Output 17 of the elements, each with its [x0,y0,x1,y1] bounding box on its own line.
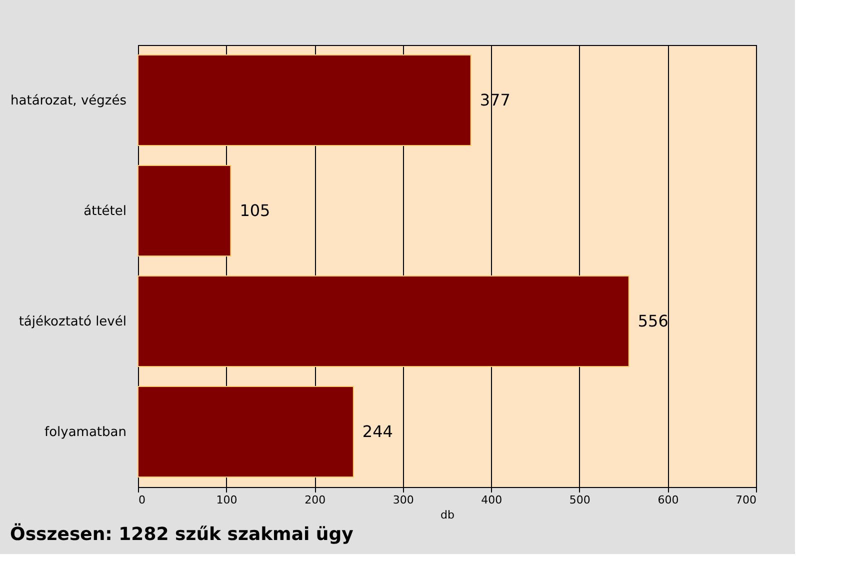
x-tick-label: 300 [392,494,414,506]
x-tick-label: 700 [736,494,756,506]
x-tick-label: 200 [304,494,326,506]
x-axis-title: db [440,508,454,522]
data-label: 556 [638,311,668,330]
x-tick-label: 500 [569,494,590,506]
text: Összesen: 1282 szűk szakmai ügy [10,523,354,545]
data-label: 105 [240,200,270,220]
x-tick-label: 0 [138,494,146,506]
x-tick-label: 400 [481,494,502,506]
y-tick-label: tájékoztató levél [18,314,126,330]
y-tick-label: áttétel [84,204,126,219]
data-label: 244 [362,422,393,441]
y-tick-label: határozat, végzés [10,93,127,108]
x-tick-label: 600 [658,494,679,506]
y-tick-label: folyamatban [44,424,126,440]
x-tick-label: 100 [216,494,238,506]
